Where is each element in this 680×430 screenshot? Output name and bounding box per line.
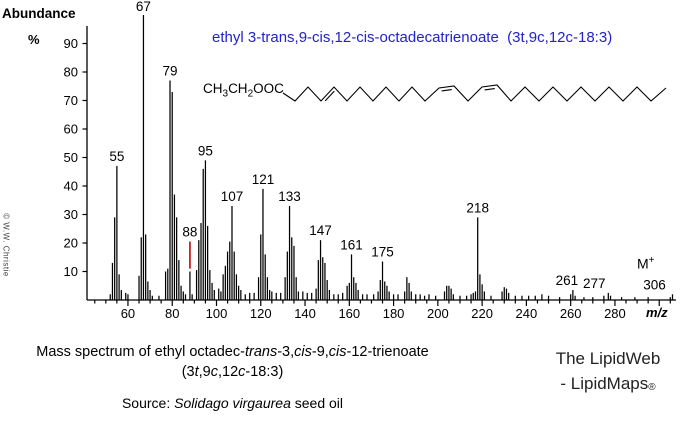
svg-text:107: 107 — [221, 189, 244, 204]
svg-text:147: 147 — [309, 223, 332, 238]
svg-text:70: 70 — [64, 93, 78, 108]
figure-caption: Mass spectrum of ethyl octadec-trans-3,c… — [20, 343, 445, 413]
y-axis-units: % — [28, 32, 40, 47]
svg-text:80: 80 — [165, 306, 179, 321]
formula-part: CH — [203, 81, 223, 96]
brand-line-1: The LipidWeb — [555, 349, 661, 368]
brand-line-2: - LipidMaps® — [540, 372, 676, 397]
svg-text:10: 10 — [64, 264, 78, 279]
cis-double-bond-9 — [441, 89, 452, 92]
formula-sub: 2 — [247, 88, 254, 100]
svg-text:160: 160 — [338, 306, 360, 321]
svg-text:277: 277 — [583, 276, 606, 291]
svg-text:260: 260 — [560, 306, 582, 321]
y-axis-title: Abundance — [2, 6, 76, 21]
svg-text:200: 200 — [427, 306, 449, 321]
svg-text:218: 218 — [466, 200, 489, 215]
molecule-structure — [282, 84, 667, 102]
molecular-ion-charge: + — [648, 255, 655, 266]
molecular-ion-label: M+ — [637, 255, 655, 272]
caption-line-2: (3t,9c,12c-18:3) — [181, 363, 284, 380]
svg-text:161: 161 — [340, 237, 363, 252]
formula-part: CH — [228, 81, 248, 96]
cis-double-bond-12 — [484, 88, 495, 91]
brand-line-2-text: - LipidMaps — [560, 373, 649, 393]
registered-mark: ® — [648, 381, 656, 393]
svg-text:306: 306 — [643, 277, 666, 292]
svg-text:220: 220 — [471, 306, 493, 321]
molecular-ion-m: M — [637, 255, 649, 272]
caption-line-1: Mass spectrum of ethyl octadec-trans-3,c… — [36, 344, 429, 360]
svg-text:280: 280 — [604, 306, 626, 321]
svg-text:261: 261 — [556, 273, 579, 288]
chart-title: ethyl 3-trans,9-cis,12-cis-octadecatrien… — [212, 29, 613, 46]
svg-text:240: 240 — [516, 306, 538, 321]
formula-sub: 3 — [222, 88, 229, 100]
svg-text:60: 60 — [64, 122, 78, 137]
svg-text:60: 60 — [121, 306, 135, 321]
svg-text:20: 20 — [64, 236, 78, 251]
svg-text:90: 90 — [64, 36, 78, 51]
molecule-formula: CH3CH2OOC — [203, 81, 284, 100]
svg-text:40: 40 — [64, 179, 78, 194]
svg-text:121: 121 — [252, 172, 275, 187]
formula-part: OOC — [253, 81, 284, 96]
source-line: Source: Solidago virgaurea seed oil — [121, 395, 344, 412]
svg-text:55: 55 — [109, 149, 124, 164]
brand-block: The LipidWeb - LipidMaps® — [540, 347, 676, 396]
svg-text:79: 79 — [162, 64, 177, 79]
trans-double-bond — [324, 90, 335, 102]
spectrum-chart: 10 20 30 40 50 60 70 80 90 60 80 100 120 140 160 180 200… — [64, 0, 676, 321]
svg-text:180: 180 — [383, 306, 405, 321]
svg-text:95: 95 — [198, 143, 213, 158]
x-axis-label: m/z — [646, 305, 668, 320]
svg-text:88: 88 — [182, 225, 197, 240]
svg-text:133: 133 — [278, 189, 301, 204]
svg-text:80: 80 — [64, 65, 78, 80]
svg-text:50: 50 — [64, 150, 78, 165]
svg-text:175: 175 — [371, 245, 394, 260]
svg-text:140: 140 — [294, 306, 316, 321]
svg-text:67: 67 — [136, 0, 151, 14]
copyright-watermark: © W.W. Christie — [1, 213, 11, 277]
svg-text:100: 100 — [206, 306, 228, 321]
svg-text:30: 30 — [64, 207, 78, 222]
svg-text:120: 120 — [250, 306, 272, 321]
carbon-chain — [282, 84, 667, 102]
